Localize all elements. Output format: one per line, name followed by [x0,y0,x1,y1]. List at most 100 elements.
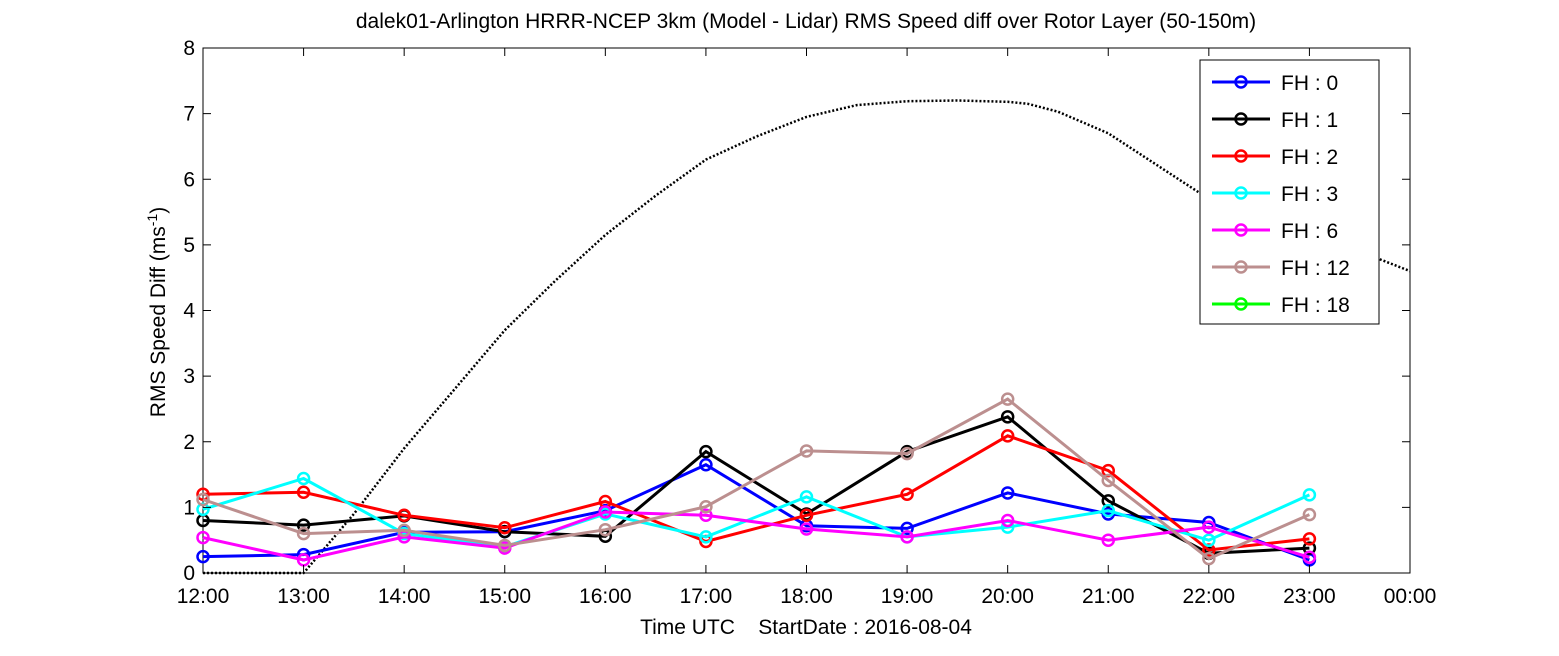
legend-swatch-marker [1234,112,1248,126]
data-point [296,526,311,541]
data-point [1302,488,1317,502]
data-point [397,523,411,538]
data-point [900,521,914,536]
series-fh-6 [196,505,1317,567]
legend-entry: FH : 12 [1212,257,1350,280]
y-tick-label: 8 [183,37,195,60]
series-line [202,415,1310,555]
y-tick-label: 2 [183,431,195,454]
x-tick-label: 16:00 [579,585,632,608]
legend-label: FH : 0 [1281,72,1338,95]
data-point [196,492,210,507]
data-point [799,444,814,458]
data-point [1302,507,1317,522]
data-point [1202,533,1216,547]
data-point [799,490,814,504]
x-tick-label: 23:00 [1283,585,1336,608]
data-point [498,524,512,539]
x-tick-label: 13:00 [277,585,330,608]
data-point [900,530,914,544]
legend-swatch-marker [1234,260,1248,274]
series-line [202,476,1311,549]
data-point [296,485,311,500]
y-axis-label-superscript: -1 [144,214,160,227]
axis-ticks: 12:00 13:00 14:00 15:00 16:00 17:00 18:00 19:00… [177,37,1437,608]
x-tick-label: 20:00 [981,585,1034,608]
x-tick-label: 00:00 [1384,585,1437,608]
legend-label: FH : 1 [1281,109,1338,132]
data-point [296,471,311,486]
data-point [196,530,210,545]
data-point [196,549,210,564]
y-tick-label: 1 [183,496,195,519]
legend-label: FH : 6 [1281,220,1338,243]
data-point [498,538,512,553]
data-point [296,518,311,532]
series-line [202,397,1311,561]
series-line [202,434,1310,552]
y-tick-label: 7 [183,103,195,126]
data-point [1101,503,1115,518]
x-tick-label: 22:00 [1183,585,1236,608]
series-fh-1 [196,410,1317,561]
data-point [699,508,713,522]
data-point [1000,410,1015,424]
legend-entry: FH : 0 [1212,72,1338,95]
y-tick-label: 6 [183,168,195,191]
legend-swatch-marker [1234,149,1248,163]
data-point [699,444,713,459]
x-tick-label: 17:00 [680,585,733,608]
data-point [799,508,814,522]
legend-entry: FH : 18 [1212,294,1350,317]
data-point [1302,541,1317,555]
series-line [202,510,1310,562]
data-point [598,522,613,537]
legend-swatch-marker [1234,297,1248,311]
legend-entry: FH : 6 [1212,220,1338,243]
legend-swatch-marker [1234,223,1248,237]
data-point [1101,473,1115,488]
data-point [1101,533,1115,547]
data-point [1302,532,1317,546]
data-point [1302,550,1317,564]
y-tick-label: 0 [183,562,195,585]
legend-swatch-marker [1234,75,1248,89]
data-point [598,505,613,519]
legend-swatch-marker [1234,186,1248,200]
x-tick-label: 14:00 [378,585,431,608]
x-tick-label: 21:00 [1082,585,1135,608]
y-axis-label-close: ) [147,207,170,214]
legend-label: FH : 3 [1281,183,1338,206]
series-fh-12 [196,392,1317,566]
y-tick-label: 5 [183,234,195,257]
legend-entry: FH : 2 [1212,146,1338,169]
data-point [1000,429,1015,443]
x-axis-label: Time UTC StartDate : 2016-08-04 [640,616,972,639]
data-point [799,522,814,536]
legend-label: FH : 2 [1281,146,1338,169]
x-tick-label: 18:00 [780,585,833,608]
x-tick-label: 15:00 [478,585,531,608]
data-point [1000,513,1015,528]
legend-label: FH : 18 [1281,294,1350,317]
data-point [498,520,512,535]
data-point [699,530,713,544]
legend-entry: FH : 1 [1212,109,1338,132]
legend-label: FH : 12 [1281,257,1350,280]
data-point [1000,486,1015,500]
x-tick-label: 19:00 [881,585,934,608]
y-tick-label: 3 [183,365,195,388]
series-layer [196,392,1317,567]
data-point [1202,551,1216,566]
chart-title: dalek01-Arlington HRRR-NCEP 3km (Model -… [356,10,1256,33]
data-point [397,508,411,522]
data-point [699,457,713,472]
data-point [900,487,914,501]
y-axis-label-main: RMS Speed Diff (ms [147,226,170,417]
legend-entry: FH : 3 [1212,183,1338,206]
data-point [900,446,914,461]
y-tick-label: 4 [183,300,195,323]
y-axis-label: RMS Speed Diff (ms-1) [144,207,170,417]
data-point [1000,392,1015,406]
